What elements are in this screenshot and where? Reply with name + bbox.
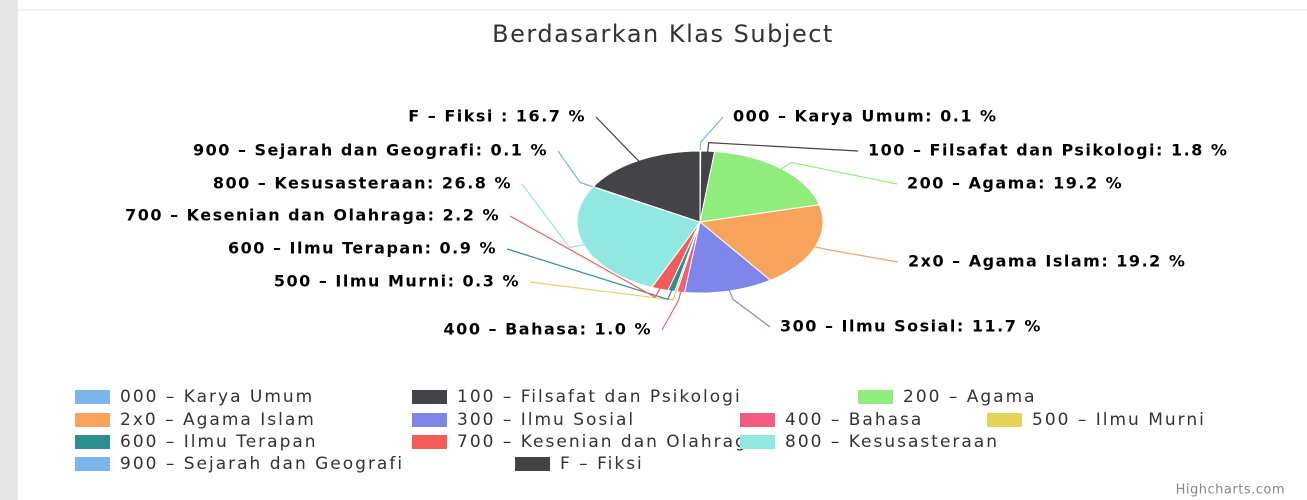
connector bbox=[706, 142, 859, 154]
legend-swatch bbox=[987, 413, 1022, 427]
connector bbox=[661, 289, 682, 331]
connector bbox=[811, 245, 899, 263]
legend-label: F – Fiksi bbox=[560, 454, 644, 474]
legend-swatch bbox=[75, 413, 110, 427]
legend-swatch bbox=[740, 413, 775, 427]
legend-swatch bbox=[515, 457, 550, 471]
legend-label: 900 – Sejarah dan Geografi bbox=[120, 454, 404, 474]
legend-label: 400 – Bahasa bbox=[785, 410, 923, 430]
data-label: 600 – Ilmu Terapan: 0.9 % bbox=[228, 239, 497, 258]
legend-label: 000 – Karya Umum bbox=[120, 387, 314, 407]
connector bbox=[728, 288, 771, 328]
connector bbox=[595, 116, 641, 163]
data-label: 100 – Filsafat dan Psikologi: 1.8 % bbox=[868, 141, 1228, 160]
data-label: 700 – Kesenian dan Olahraga: 2.2 % bbox=[125, 206, 500, 225]
connector bbox=[506, 248, 673, 301]
connector bbox=[557, 150, 597, 189]
legend-label: 100 – Filsafat dan Psikologi bbox=[457, 387, 742, 407]
legend-swatch bbox=[412, 435, 447, 449]
side-bar bbox=[0, 0, 18, 500]
legend-label: 700 – Kesenian dan Olahraga bbox=[457, 432, 760, 452]
data-label: 2x0 – Agama Islam: 19.2 % bbox=[908, 252, 1186, 271]
connector bbox=[699, 116, 724, 154]
connector bbox=[778, 161, 898, 185]
data-label: 200 – Agama: 19.2 % bbox=[907, 174, 1123, 193]
legend-swatch bbox=[75, 390, 110, 404]
connector bbox=[529, 281, 678, 301]
legend-label: 600 – Ilmu Terapan bbox=[120, 432, 318, 452]
legend-label: 800 – Kesusasteraan bbox=[785, 432, 999, 452]
legend-label: 300 – Ilmu Sosial bbox=[457, 410, 635, 430]
data-label: 400 – Bahasa: 1.0 % bbox=[444, 320, 652, 339]
data-label: F – Fiksi : 16.7 % bbox=[408, 107, 586, 126]
legend-swatch bbox=[75, 435, 110, 449]
legend-swatch bbox=[412, 390, 447, 404]
legend-swatch bbox=[75, 457, 110, 471]
legend-swatch bbox=[740, 435, 775, 449]
data-label: 300 – Ilmu Sosial: 11.7 % bbox=[780, 317, 1042, 336]
legend-swatch bbox=[858, 390, 893, 404]
data-label: 900 – Sejarah dan Geografi: 0.1 % bbox=[193, 141, 548, 160]
connector bbox=[509, 215, 662, 298]
chart-title: Berdasarkan Klas Subject bbox=[492, 20, 834, 48]
data-label: 800 – Kesusasteraan: 26.8 % bbox=[213, 174, 512, 193]
data-label: 500 – Ilmu Murni: 0.3 % bbox=[274, 272, 520, 291]
legend-swatch bbox=[412, 413, 447, 427]
credits: Highcharts.com bbox=[1176, 483, 1285, 498]
legend-label: 200 – Agama bbox=[903, 387, 1037, 407]
legend-label: 500 – Ilmu Murni bbox=[1032, 410, 1206, 430]
data-label: 000 – Karya Umum: 0.1 % bbox=[733, 107, 998, 126]
legend-label: 2x0 – Agama Islam bbox=[120, 410, 316, 430]
connector bbox=[521, 183, 588, 249]
